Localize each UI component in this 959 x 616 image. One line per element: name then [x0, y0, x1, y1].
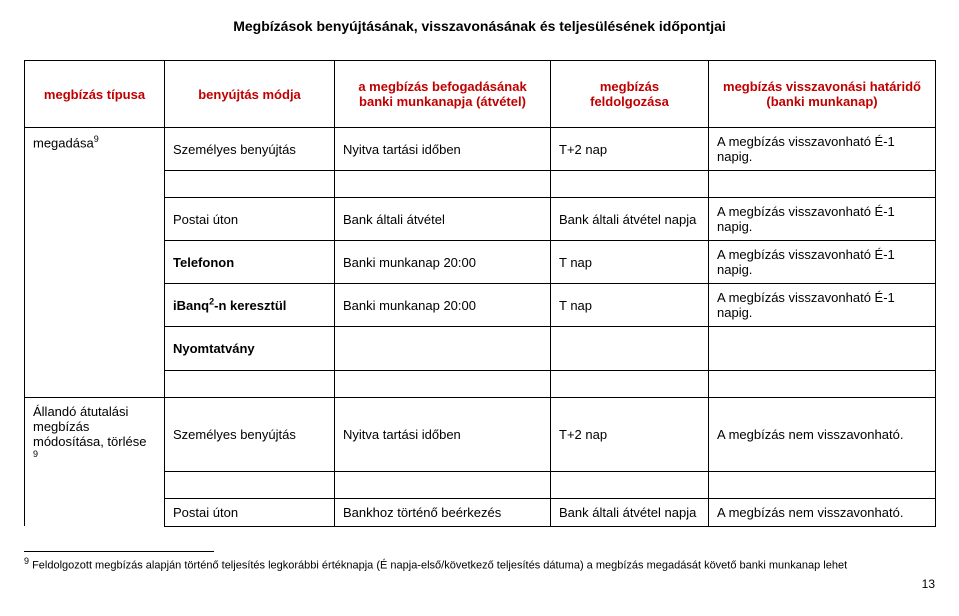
- table-row: Telefonon Banki munkanap 20:00 T nap A m…: [25, 241, 936, 284]
- table-row: megadása9 Személyes benyújtás Nyitva tar…: [25, 128, 936, 171]
- table-row: Nyomtatvány: [25, 327, 936, 371]
- table-header-row: megbízás típusa benyújtás módja a megbíz…: [25, 61, 936, 128]
- empty-cell: [551, 327, 709, 371]
- empty-cell: [25, 198, 165, 241]
- empty-cell: [709, 327, 936, 371]
- cell-revoke: A megbízás visszavonható É-1 napig.: [709, 128, 936, 171]
- table-row: iBanq2-n keresztül Banki munkanap 20:00 …: [25, 284, 936, 327]
- row-group-label: megadása9: [25, 128, 165, 171]
- table-row: Postai úton Bank általi átvétel Bank ált…: [25, 198, 936, 241]
- cell-method: Postai úton: [165, 498, 335, 526]
- cell-revoke: A megbízás nem visszavonható.: [709, 398, 936, 472]
- head-col-process: megbízás feldolgozása: [551, 61, 709, 128]
- cell-method: Személyes benyújtás: [165, 398, 335, 472]
- cell-accept: Bankhoz történő beérkezés: [335, 498, 551, 526]
- instructions-table: megbízás típusa benyújtás módja a megbíz…: [24, 60, 936, 527]
- head-col-method: benyújtás módja: [165, 61, 335, 128]
- head-col-revoke: megbízás visszavonási határidő (banki mu…: [709, 61, 936, 128]
- empty-cell: [335, 327, 551, 371]
- table-row: Állandó átutalási megbízás módosítása, t…: [25, 398, 936, 472]
- cell-process: T+2 nap: [551, 128, 709, 171]
- cell-process: T+2 nap: [551, 398, 709, 472]
- cell-process: T nap: [551, 284, 709, 327]
- cell-accept: Banki munkanap 20:00: [335, 241, 551, 284]
- cell-accept: Bank általi átvétel: [335, 198, 551, 241]
- cell-method: iBanq2-n keresztül: [165, 284, 335, 327]
- document-title: Megbízások benyújtásának, visszavonásána…: [24, 18, 935, 34]
- cell-revoke: A megbízás nem visszavonható.: [709, 498, 936, 526]
- head-col-type: megbízás típusa: [25, 61, 165, 128]
- row-group-label: Állandó átutalási megbízás módosítása, t…: [25, 398, 165, 472]
- cell-method: Személyes benyújtás: [165, 128, 335, 171]
- table-spacer-row: [25, 171, 936, 198]
- cell-revoke: A megbízás visszavonható É-1 napig.: [709, 284, 936, 327]
- table-row: Postai úton Bankhoz történő beérkezés Ba…: [25, 498, 936, 526]
- footnote-separator: [24, 551, 214, 552]
- cell-method: Postai úton: [165, 198, 335, 241]
- footnote-text: 9 Feldolgozott megbízás alapján történő …: [24, 556, 935, 572]
- page-number: 13: [24, 577, 935, 591]
- table-spacer-row: [25, 471, 936, 498]
- empty-cell: [25, 498, 165, 526]
- cell-revoke: A megbízás visszavonható É-1 napig.: [709, 198, 936, 241]
- cell-accept: Nyitva tartási időben: [335, 128, 551, 171]
- cell-process: Bank általi átvétel napja: [551, 498, 709, 526]
- cell-method: Nyomtatvány: [165, 327, 335, 371]
- cell-process: Bank általi átvétel napja: [551, 198, 709, 241]
- head-col-accept: a megbízás befogadásának banki munkanapj…: [335, 61, 551, 128]
- cell-revoke: A megbízás visszavonható É-1 napig.: [709, 241, 936, 284]
- empty-cell: [25, 241, 165, 284]
- cell-accept: Banki munkanap 20:00: [335, 284, 551, 327]
- empty-cell: [25, 284, 165, 327]
- cell-accept: Nyitva tartási időben: [335, 398, 551, 472]
- table-spacer-row: [25, 371, 936, 398]
- empty-cell: [25, 327, 165, 371]
- cell-process: T nap: [551, 241, 709, 284]
- cell-method: Telefonon: [165, 241, 335, 284]
